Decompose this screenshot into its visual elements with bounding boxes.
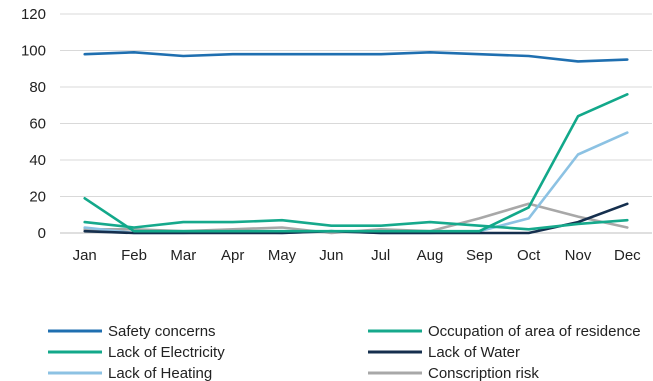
x-tick-label: Jun bbox=[319, 247, 343, 264]
y-tick-label: 100 bbox=[21, 43, 46, 60]
x-tick-label: Apr bbox=[221, 247, 244, 264]
legend-label: Lack of Electricity bbox=[108, 344, 225, 361]
x-tick-label: May bbox=[268, 247, 297, 264]
series-line-lack-of-heating bbox=[83, 131, 629, 235]
x-axis-ticks: Jan Feb Mar Apr May Jun Jul Aug Sep Oct Nov Dec bbox=[73, 247, 642, 264]
x-tick-label: Oct bbox=[517, 247, 541, 264]
y-axis-ticks: 0 20 40 60 80 100 120 bbox=[21, 6, 46, 242]
series-line-occupation-of-area-of-residence bbox=[83, 218, 629, 231]
x-tick-label: Mar bbox=[170, 247, 196, 264]
series-lines bbox=[83, 50, 629, 235]
x-tick-label: Feb bbox=[121, 247, 147, 264]
y-tick-label: 60 bbox=[29, 116, 46, 133]
x-tick-label: Jul bbox=[371, 247, 390, 264]
series-line-safety-concerns bbox=[83, 50, 629, 63]
y-tick-label: 120 bbox=[21, 6, 46, 23]
y-tick-label: 40 bbox=[29, 152, 46, 169]
legend-label: Lack of Heating bbox=[108, 365, 212, 381]
legend-label: Conscription risk bbox=[428, 365, 539, 381]
y-tick-label: 20 bbox=[29, 189, 46, 206]
legend-label: Occupation of area of residence bbox=[428, 323, 641, 340]
legend: Safety concerns Occupation of area of res… bbox=[48, 323, 641, 381]
legend-label: Lack of Water bbox=[428, 344, 520, 361]
legend-label: Safety concerns bbox=[108, 323, 216, 340]
x-tick-label: Jan bbox=[73, 247, 97, 264]
x-tick-label: Nov bbox=[565, 247, 592, 264]
x-tick-label: Aug bbox=[417, 247, 444, 264]
x-tick-label: Dec bbox=[614, 247, 641, 264]
series-line-lack-of-electricity bbox=[83, 93, 629, 233]
gridlines bbox=[60, 13, 652, 234]
x-tick-label: Sep bbox=[466, 247, 493, 264]
y-tick-label: 0 bbox=[38, 225, 46, 242]
y-tick-label: 80 bbox=[29, 79, 46, 96]
